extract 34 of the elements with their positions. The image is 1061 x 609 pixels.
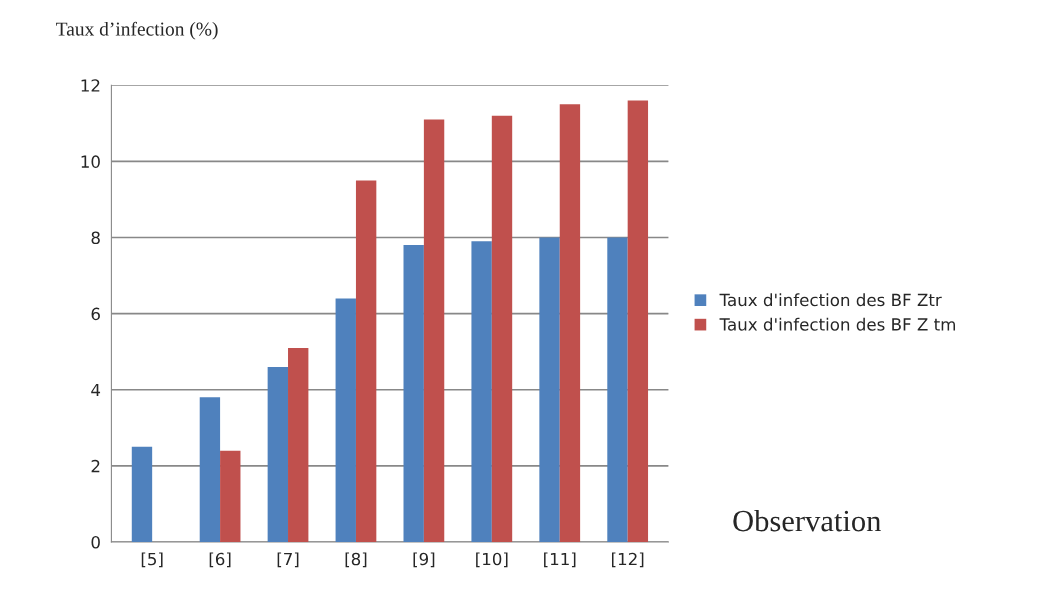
bar: [491, 115, 513, 543]
bar: [539, 237, 560, 543]
bar: [355, 180, 377, 543]
bar: [131, 446, 153, 543]
x-tick-label: [11]: [544, 552, 576, 568]
y-tick-label: 12: [81, 79, 100, 92]
bar: [335, 298, 356, 543]
legend-label: Taux d'infection des BF Z tm: [719, 317, 956, 331]
bar: [627, 100, 649, 543]
bar: [471, 241, 492, 543]
legend-label: Taux d'infection des BF Ztr: [719, 293, 942, 307]
x-tick-label: [7]: [277, 552, 299, 568]
x-tick-label: [6]: [209, 552, 231, 568]
x-tick-label: [9]: [413, 552, 435, 568]
text: Observation: [733, 509, 881, 532]
x-tick-label: [10]: [476, 552, 508, 568]
bar: [403, 245, 424, 543]
x-tick-label: [12]: [612, 552, 644, 568]
y-tick-label: 10: [81, 155, 100, 168]
bar: [607, 237, 628, 543]
x-tick-label: [8]: [345, 552, 367, 568]
y-tick-label: 6: [91, 307, 100, 321]
bar: [220, 450, 241, 543]
bar: [199, 397, 221, 543]
x-tick-label: [5]: [141, 552, 163, 568]
y-tick-label: 4: [91, 383, 101, 397]
y-tick-label: 2: [91, 459, 100, 473]
bar: [423, 119, 445, 543]
y-tick-label: 8: [91, 231, 100, 245]
bar: [267, 366, 289, 543]
bar: [559, 104, 581, 543]
y-tick-label: 0: [91, 535, 100, 549]
y-axis-title: Taux d’infection (%): [56, 21, 218, 40]
bar: [288, 347, 309, 543]
